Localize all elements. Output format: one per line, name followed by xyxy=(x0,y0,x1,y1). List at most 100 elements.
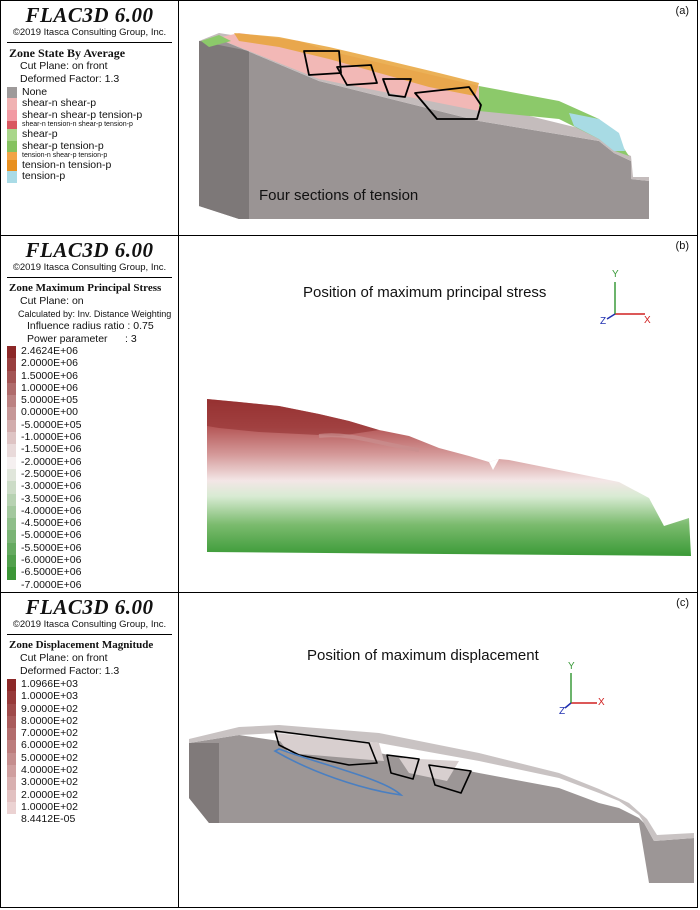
legend-label: tension-n tension-p xyxy=(22,159,112,172)
colorbar-tick-label: 4.0000E+02 xyxy=(21,764,78,777)
model-view-b: Position of maximum principal stress X Y… xyxy=(179,236,697,592)
model-view-c: Position of maximum displacement X Y Z (… xyxy=(179,593,697,907)
colorbar-tick-label: -7.0000E+06 xyxy=(21,578,82,591)
copyright: ©2019 Itasca Consulting Group, Inc. xyxy=(12,619,167,630)
legend-entry: shear-n shear-p tension-p xyxy=(1,108,178,122)
legend-label: shear-p tension-p xyxy=(22,139,104,152)
axis-x-label: X xyxy=(598,697,605,708)
colorbar-tick-label: -1.0000E+06 xyxy=(21,431,82,444)
divider xyxy=(7,634,172,635)
software-title: FLAC3D 6.00 xyxy=(25,3,154,27)
colorbar-segment xyxy=(7,481,16,494)
colorbar-segment xyxy=(7,801,16,815)
legend-line: Cut Plane: on front xyxy=(20,60,108,72)
axis-triad xyxy=(606,282,645,320)
legend-b: FLAC3D 6.00 ©2019 Itasca Consulting Grou… xyxy=(1,236,179,592)
axis-y-label: Y xyxy=(612,269,619,280)
colorbar-tick-label: 9.0000E+02 xyxy=(21,702,78,715)
colorbar-tick-label: -3.5000E+06 xyxy=(21,492,82,505)
axis-x-label: X xyxy=(644,315,651,326)
legend-line: Deformed Factor: 1.3 xyxy=(20,664,120,677)
model-view-a: Four sections of tension (a) xyxy=(179,1,697,235)
axis-triad xyxy=(564,673,597,709)
panel-label: (b) xyxy=(675,240,689,252)
colorbar-tick-label: -5.0000E+05 xyxy=(21,418,82,431)
colorbar-tick-label: 1.0000E+02 xyxy=(21,800,78,813)
copyright: ©2019 Itasca Consulting Group, Inc. xyxy=(12,262,167,273)
colorbar-segment xyxy=(7,740,16,753)
legend-swatch xyxy=(7,129,17,141)
colorbar-segment xyxy=(7,715,16,729)
colorbar-ticks: 1.0966E+03 1.0000E+03 9.0000E+02 8.0000E+02… xyxy=(21,678,78,826)
legend-line: Calculated by: Inv. Distance Weighting xyxy=(18,308,172,319)
colorbar-tick-label: 1.0966E+03 xyxy=(21,678,78,690)
colorbar-segment xyxy=(7,789,16,802)
legend-entry: shear-n shear-p xyxy=(1,97,178,110)
legend-entry: tension-p xyxy=(1,170,178,183)
colorbar-tick-label: -4.0000E+06 xyxy=(21,504,82,517)
legend-label: shear-n shear-p tension-p xyxy=(22,108,143,121)
colorbar-tick-label: -6.0000E+06 xyxy=(21,554,82,567)
legend-line: Influence radius ratio : 0.75 xyxy=(27,320,154,332)
colorbar-segment xyxy=(7,505,16,519)
colorbar-segment xyxy=(7,567,16,580)
legend-label: tension-p xyxy=(22,170,66,183)
colorbar-tick-label: -2.5000E+06 xyxy=(21,467,82,480)
colorbar-segment xyxy=(7,370,16,383)
legend-swatch xyxy=(7,140,17,153)
colorbar-segment xyxy=(7,395,16,408)
caption: Position of maximum principal stress xyxy=(303,284,547,301)
colorbar-segment xyxy=(7,468,16,482)
colorbar-segment xyxy=(7,358,16,371)
displacement-model xyxy=(189,725,694,883)
legend-entry: shear-p xyxy=(1,128,178,141)
colorbar-tick-label: 8.4412E-05 xyxy=(21,813,76,826)
legend-title: Zone Maximum Principal Stress xyxy=(9,282,162,294)
colorbar-segment xyxy=(7,542,16,556)
colorbar-tick-label: 7.0000E+02 xyxy=(21,727,78,740)
colorbar-segment xyxy=(7,419,16,433)
slope-model-a xyxy=(199,33,649,219)
legend-swatch xyxy=(7,171,17,183)
colorbar-tick-label: 8.0000E+02 xyxy=(21,714,78,727)
colorbar-tick-label: 1.5000E+06 xyxy=(21,369,78,382)
colorbar-segment xyxy=(7,518,16,531)
legend-label: shear-n tension-n shear-p tension-p xyxy=(22,121,133,129)
colorbar-segment xyxy=(7,407,16,420)
legend-label: None xyxy=(22,86,48,98)
state-list: None shear-n shear-p shear-n shear-p tensi… xyxy=(1,86,178,183)
legend-entry: tension-n tension-p xyxy=(1,159,178,172)
legend-label: tension-n shear-p tension-p xyxy=(22,152,108,160)
legend-c: FLAC3D 6.00 ©2019 Itasca Consulting Grou… xyxy=(1,593,179,907)
caption: Four sections of tension xyxy=(259,187,419,204)
panel-label: (a) xyxy=(675,5,689,17)
colorbar-displacement xyxy=(7,679,16,815)
colorbar-segment xyxy=(7,703,16,716)
colorbar-tick-label: 5.0000E+02 xyxy=(21,751,78,764)
legend-swatch xyxy=(7,98,17,110)
colorbar-segment xyxy=(7,679,16,692)
colorbar-tick-label: 3.0000E+02 xyxy=(21,776,78,789)
colorbar-tick-label: -6.5000E+06 xyxy=(21,566,82,579)
colorbar-tick-label: 1.0000E+06 xyxy=(21,381,78,394)
colorbar-tick-label: -1.5000E+06 xyxy=(21,443,82,456)
colorbar-segment xyxy=(7,777,16,790)
axis-z-label: Z xyxy=(559,706,566,717)
legend-label: shear-p xyxy=(22,128,58,141)
legend-entry: None xyxy=(1,86,178,99)
stress-contour xyxy=(207,399,691,556)
legend-title: Zone Displacement Magnitude xyxy=(9,639,154,651)
legend-line: Power parameter : 3 xyxy=(27,332,137,345)
panel-c: FLAC3D 6.00 ©2019 Itasca Consulting Grou… xyxy=(0,592,698,908)
colorbar-tick-label: 2.4624E+06 xyxy=(21,345,78,357)
colorbar-tick-label: -2.0000E+06 xyxy=(21,455,82,468)
axis-y-label: Y xyxy=(568,661,575,672)
legend-entry: shear-p tension-p xyxy=(1,139,178,153)
colorbar-segment xyxy=(7,346,16,359)
colorbar-segment xyxy=(7,456,16,469)
colorbar-tick-label: -3.0000E+06 xyxy=(21,480,82,493)
colorbar-segment xyxy=(7,691,16,704)
axis-z-label: Z xyxy=(600,316,607,327)
legend-swatch xyxy=(7,109,17,122)
colorbar-tick-label: 1.0000E+03 xyxy=(21,690,78,703)
